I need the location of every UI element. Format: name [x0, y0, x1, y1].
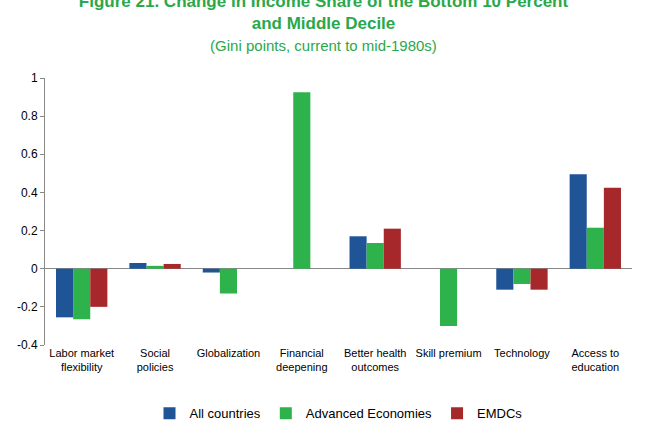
svg-text:0.6: 0.6: [21, 147, 38, 161]
svg-text:Skill premium: Skill premium: [416, 347, 482, 359]
svg-text:0.4: 0.4: [21, 186, 38, 200]
svg-text:Socialpolicies: Socialpolicies: [137, 347, 174, 373]
svg-text:All countries: All countries: [190, 406, 261, 421]
svg-text:0.8: 0.8: [21, 109, 38, 123]
svg-text:Better healthoutcomes: Better healthoutcomes: [344, 347, 406, 373]
svg-text:Technology: Technology: [494, 347, 550, 359]
svg-text:EMDCs: EMDCs: [477, 406, 522, 421]
svg-text:-0.4: -0.4: [17, 338, 38, 352]
svg-text:0: 0: [31, 262, 38, 276]
svg-text:Figure 21. Change in Income Sh: Figure 21. Change in Income Share of the…: [79, 0, 569, 54]
svg-text:0.2: 0.2: [21, 224, 38, 238]
svg-text:Access toeducation: Access toeducation: [571, 347, 619, 373]
svg-text:-0.2: -0.2: [17, 300, 38, 314]
svg-text:Globalization: Globalization: [197, 347, 261, 359]
svg-text:1: 1: [31, 71, 38, 85]
svg-text:Labor marketflexibility: Labor marketflexibility: [49, 347, 114, 373]
svg-text:Advanced Economies: Advanced Economies: [306, 406, 432, 421]
svg-text:Financialdeepening: Financialdeepening: [276, 347, 327, 373]
